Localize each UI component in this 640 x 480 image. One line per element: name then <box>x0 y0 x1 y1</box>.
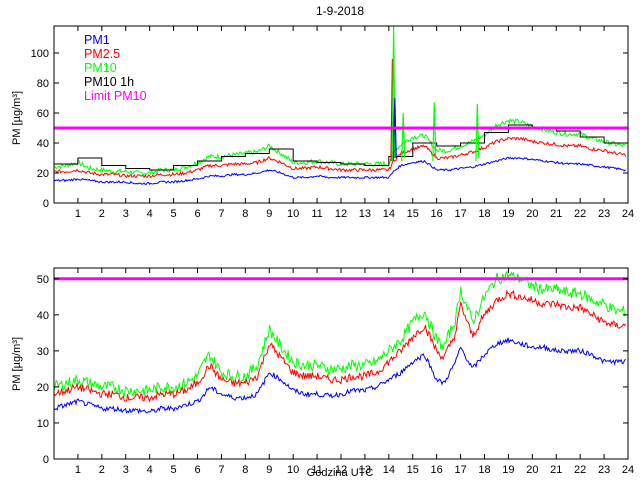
top-x-tick-label: 13 <box>359 208 371 220</box>
top-x-tick-label: 16 <box>431 208 443 220</box>
top-x-tick-label: 7 <box>218 208 224 220</box>
bottom-x-tick-label: 18 <box>478 464 490 476</box>
bottom-x-tick-label: 19 <box>502 464 514 476</box>
bottom-x-tick-label: 22 <box>574 464 586 476</box>
top-x-tick-label: 12 <box>335 208 347 220</box>
bottom-x-tick-label: 4 <box>147 464 153 476</box>
bottom-x-tick-label: 20 <box>526 464 538 476</box>
top-x-tick-label: 22 <box>574 208 586 220</box>
top-y-tick-label: 40 <box>37 138 49 150</box>
top-x-tick-label: 20 <box>526 208 538 220</box>
top-series-pm1 <box>53 156 626 185</box>
bottom-x-tick-label: 17 <box>454 464 466 476</box>
top-x-tick-label: 1 <box>75 208 81 220</box>
top-x-tick-label: 8 <box>242 208 248 220</box>
top-chart-panel: 1 2 3 4 5 6 7 8 9 10 11 12 13 14 15 16 17 18 19 20 21 22 23 240… <box>11 25 634 220</box>
bottom-y-tick-label: 20 <box>37 382 49 394</box>
top-spike-5 <box>392 97 397 162</box>
top-y-tick-label: 20 <box>37 168 49 180</box>
bottom-x-tick-label: 5 <box>171 464 177 476</box>
bottom-x-tick-label: 21 <box>550 464 562 476</box>
top-series-pm10-1h <box>54 124 628 171</box>
top-axes-box <box>53 25 629 204</box>
bottom-series-pm1 <box>53 337 626 415</box>
top-legend: PM1 PM2.5 PM10 PM10 1h Limit PM10 <box>84 33 147 103</box>
top-spike-3 <box>432 102 437 162</box>
top-y-tick-label: 100 <box>31 48 49 60</box>
bottom-x-tick-label: 9 <box>266 464 272 476</box>
top-x-tick-label: 14 <box>383 208 395 220</box>
legend-pm1: PM1 <box>84 33 110 47</box>
bottom-y-tick-label: 50 <box>37 274 49 286</box>
top-y-axis-label: PM [µg/m³] <box>11 91 23 145</box>
bottom-x-tick-label: 6 <box>194 464 200 476</box>
legend-pm10-1h: PM10 1h <box>84 75 134 89</box>
bottom-y-axis-label: PM [µg/m³] <box>11 337 23 391</box>
bottom-x-tick-label: 1 <box>75 464 81 476</box>
top-plot-area <box>54 26 628 203</box>
bottom-series-group <box>53 270 628 415</box>
top-x-tick-label: 6 <box>194 208 200 220</box>
bottom-x-tick-label: 7 <box>218 464 224 476</box>
bottom-chart-panel: 1 2 3 4 5 6 7 8 9 10 11 12 13 14 15 16 17 18 19 20 21 22 23 240… <box>11 267 634 479</box>
bottom-series-pm10 <box>53 270 627 398</box>
top-x-tick-label: 10 <box>287 208 299 220</box>
bottom-x-tick-label: 14 <box>383 464 395 476</box>
bottom-x-tick-label: 2 <box>99 464 105 476</box>
top-x-tick-label: 9 <box>266 208 272 220</box>
top-spike-2 <box>401 112 406 162</box>
legend-limit-pm10: Limit PM10 <box>84 89 147 103</box>
top-x-tick-label: 18 <box>478 208 490 220</box>
bottom-x-tick-label: 15 <box>407 464 419 476</box>
x-axis-label: Godzina UTC <box>307 467 374 479</box>
top-y-tick-label: 0 <box>43 198 49 210</box>
bottom-y-tick-label: 0 <box>43 454 49 466</box>
chart-title: 1-9-2018 <box>316 4 364 18</box>
bottom-y-tick-label: 10 <box>37 418 49 430</box>
bottom-plot-area <box>54 268 628 459</box>
top-x-tick-label: 24 <box>622 208 634 220</box>
top-x-tick-label: 5 <box>171 208 177 220</box>
bottom-y-tick-label: 30 <box>37 346 49 358</box>
top-spike-4 <box>475 103 480 162</box>
top-y-tick-label: 60 <box>37 108 49 120</box>
bottom-x-tick-label: 13 <box>359 464 371 476</box>
bottom-x-tick-label: 10 <box>287 464 299 476</box>
top-x-tick-label: 4 <box>147 208 153 220</box>
bottom-x-tick-label: 16 <box>431 464 443 476</box>
top-tick-group: 1 2 3 4 5 6 7 8 9 10 11 12 13 14 15 16 17 18 19 20 21 22 23 240… <box>31 26 634 220</box>
top-series-pm2-5 <box>53 136 627 179</box>
top-x-tick-label: 15 <box>407 208 419 220</box>
legend-pm10: PM10 <box>84 61 117 75</box>
bottom-axes-box <box>53 267 629 460</box>
bottom-y-tick-label: 40 <box>37 310 49 322</box>
top-x-tick-label: 21 <box>550 208 562 220</box>
top-x-tick-label: 11 <box>311 208 322 220</box>
top-x-tick-label: 2 <box>99 208 105 220</box>
top-x-tick-label: 19 <box>502 208 514 220</box>
legend-pm25: PM2.5 <box>84 47 120 61</box>
bottom-tick-group: 1 2 3 4 5 6 7 8 9 10 11 12 13 14 15 16 17 18 19 20 21 22 23 240… <box>37 268 634 476</box>
top-y-tick-label: 80 <box>37 78 49 90</box>
top-x-tick-label: 3 <box>123 208 129 220</box>
top-x-tick-label: 17 <box>454 208 466 220</box>
bottom-x-tick-label: 8 <box>242 464 248 476</box>
bottom-x-tick-label: 11 <box>311 464 322 476</box>
bottom-x-tick-label: 3 <box>123 464 129 476</box>
bottom-series-pm2-5 <box>53 289 627 403</box>
bottom-x-tick-label: 12 <box>335 464 347 476</box>
bottom-x-tick-label: 23 <box>598 464 610 476</box>
bottom-x-tick-label: 24 <box>622 464 634 476</box>
top-x-tick-label: 23 <box>598 208 610 220</box>
